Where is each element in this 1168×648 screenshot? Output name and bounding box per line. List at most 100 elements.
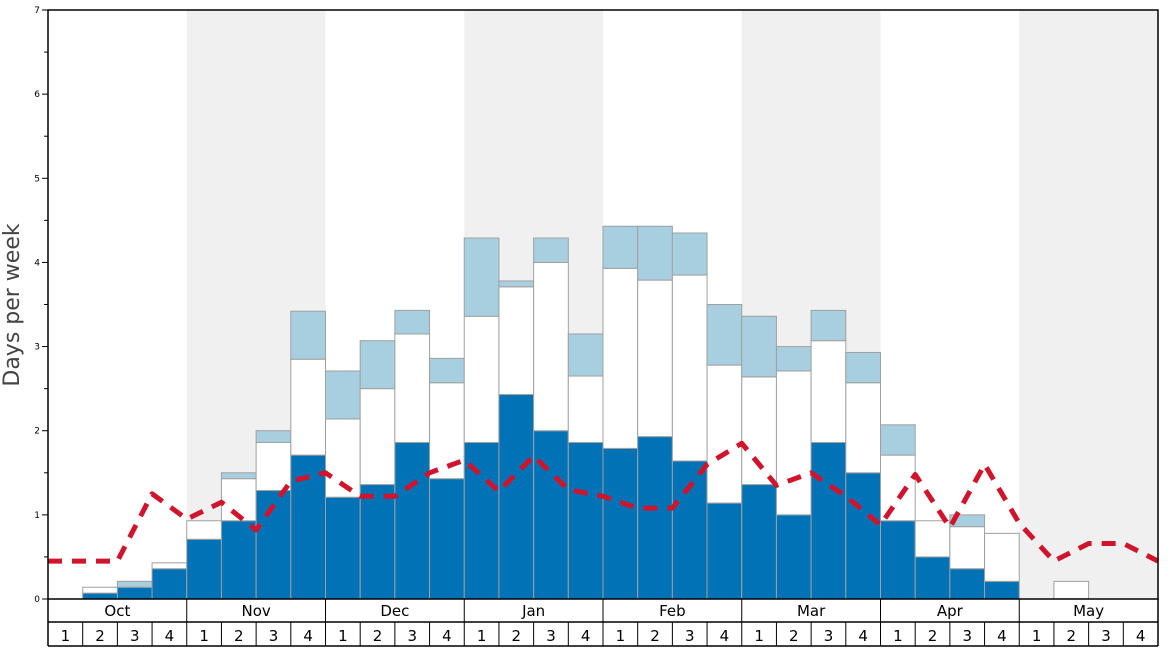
week-label-16: 4	[581, 627, 591, 645]
bar-week-3-segment-1	[116, 586, 153, 600]
y-tick-label-1: 1	[34, 511, 40, 521]
bar-week-23-segment-3	[810, 309, 847, 342]
month-label-jan: Jan	[521, 602, 545, 620]
bar-week-11-segment-2	[394, 333, 431, 443]
bar-week-18-segment-3	[637, 225, 673, 281]
bar-week-4-segment-1	[151, 568, 188, 600]
plot-frame	[47, 9, 1159, 600]
y-tick-label-0: 0	[34, 595, 40, 605]
bar-week-28-segment-2	[984, 532, 1020, 582]
y-axis: 0 1 2 3 4 5 6 7	[34, 6, 48, 605]
bar-week-22-segment-3	[775, 346, 812, 372]
bar-week-14-segment-2	[498, 286, 535, 396]
bar-week-25-segment-1	[880, 520, 916, 600]
bar-week-11-segment-3	[394, 309, 431, 335]
week-label-21: 1	[754, 627, 764, 645]
bar-week-15-segment-3	[533, 237, 569, 263]
bar-week-16-segment-1	[567, 441, 604, 600]
bar-week-15-segment-1	[533, 430, 569, 600]
bar-week-5-segment-1	[186, 538, 222, 600]
week-label-26: 2	[928, 627, 938, 645]
bar-week-18-segment-1	[637, 436, 673, 600]
week-label-14: 2	[512, 627, 522, 645]
bar-week-8-segment-2	[290, 358, 326, 456]
week-label-8: 4	[303, 627, 313, 645]
week-label-4: 4	[165, 627, 175, 645]
week-label-19: 3	[685, 627, 695, 645]
bar-week-23-segment-2	[810, 340, 847, 443]
bar-week-10-segment-3	[359, 340, 396, 390]
week-label-10: 2	[373, 627, 383, 645]
bar-week-19-segment-2	[671, 274, 708, 462]
month-label-nov: Nov	[241, 602, 270, 620]
bar-week-8-segment-3	[290, 310, 326, 360]
bar-week-24-segment-3	[845, 351, 881, 384]
week-label-7: 3	[269, 627, 279, 645]
bar-week-10-segment-1	[359, 484, 396, 600]
bar-week-2-segment-2	[82, 586, 118, 594]
bar-week-25-segment-2	[880, 454, 916, 522]
week-label-18: 2	[650, 627, 660, 645]
bar-week-17-segment-1	[602, 447, 639, 600]
trend-line-group	[48, 440, 1160, 564]
week-label-9: 1	[338, 627, 348, 645]
week-label-13: 1	[477, 627, 487, 645]
week-label-22: 2	[789, 627, 799, 645]
week-label-30: 2	[1067, 627, 1077, 645]
bar-week-26-segment-2	[914, 520, 951, 558]
bar-week-18-segment-2	[637, 279, 673, 438]
bars-group	[82, 225, 1090, 600]
y-tick-label-7: 7	[34, 6, 40, 16]
y-tick-label-5: 5	[34, 174, 40, 184]
bar-week-19-segment-1	[671, 460, 708, 600]
x-axis: Oct Nov Dec Jan Feb Mar Apr May 1 2 3 4 1 2 3 4 1 2 3 4 1 2 3 4…	[47, 599, 1159, 647]
week-label-1: 1	[61, 627, 71, 645]
y-axis-label: Days per week	[0, 223, 25, 386]
bar-week-21-segment-3	[741, 315, 777, 378]
bar-week-13-segment-3	[463, 237, 500, 317]
bar-week-13-segment-2	[463, 315, 500, 443]
bar-week-12-segment-1	[429, 478, 465, 600]
bar-week-14-segment-3	[498, 280, 535, 288]
bar-week-6-segment-1	[220, 520, 257, 600]
month-label-apr: Apr	[937, 602, 964, 620]
week-label-12: 4	[442, 627, 452, 645]
bar-week-7-segment-3	[255, 430, 292, 443]
y-tick-label-6: 6	[34, 90, 40, 100]
month-label-mar: Mar	[797, 602, 826, 620]
week-label-29: 1	[1032, 627, 1042, 645]
bar-week-17-segment-2	[602, 267, 639, 449]
bar-week-27-segment-2	[949, 526, 986, 570]
week-label-11: 3	[407, 627, 417, 645]
bar-week-5-segment-2	[186, 520, 222, 540]
bar-week-27-segment-1	[949, 568, 986, 600]
bar-week-4-segment-2	[151, 562, 188, 570]
bar-week-28-segment-1	[984, 580, 1020, 600]
week-label-24: 4	[858, 627, 868, 645]
bar-week-16-segment-3	[567, 333, 604, 377]
bar-week-10-segment-2	[359, 388, 396, 486]
bar-week-27-segment-3	[949, 514, 986, 528]
week-label-25: 1	[893, 627, 903, 645]
month-band-may	[1019, 10, 1158, 599]
month-label-may: May	[1073, 602, 1104, 620]
trend-line	[48, 440, 1160, 564]
week-label-15: 3	[546, 627, 556, 645]
bar-week-24-segment-2	[845, 382, 881, 474]
week-label-17: 1	[616, 627, 626, 645]
week-label-3: 3	[130, 627, 140, 645]
bar-week-2-segment-1	[82, 592, 118, 600]
bar-week-22-segment-2	[775, 370, 812, 516]
bar-week-30-segment-2	[1053, 580, 1090, 600]
bar-week-6-segment-3	[220, 472, 257, 480]
week-label-27: 3	[962, 627, 972, 645]
month-label-oct: Oct	[104, 602, 130, 620]
week-label-5: 1	[199, 627, 209, 645]
y-tick-label-3: 3	[34, 343, 40, 353]
week-label-23: 3	[824, 627, 834, 645]
month-label-feb: Feb	[659, 602, 686, 620]
bar-week-9-segment-3	[325, 370, 361, 420]
bar-week-21-segment-2	[741, 376, 777, 486]
bar-week-20-segment-2	[706, 364, 743, 504]
